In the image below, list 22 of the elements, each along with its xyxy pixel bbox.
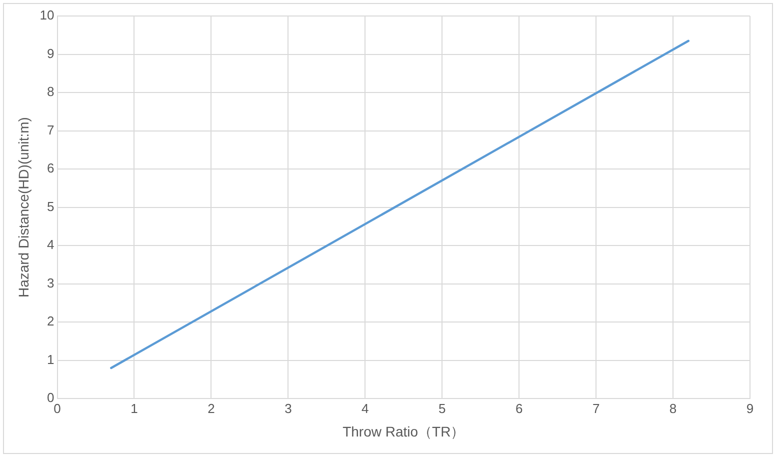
x-tick-label: 1 — [130, 400, 138, 416]
y-tick-label: 6 — [47, 160, 54, 176]
y-tick-label: 1 — [47, 352, 54, 367]
x-tick-label: 2 — [208, 400, 215, 416]
y-tick-label: 3 — [47, 275, 54, 290]
x-tick-label: 7 — [592, 400, 600, 416]
y-tick-label: 9 — [47, 46, 54, 61]
y-tick-label: 10 — [40, 8, 54, 23]
x-tick-label: 3 — [284, 400, 292, 416]
y-tick-label: 2 — [47, 314, 54, 329]
y-tick-label: 5 — [47, 198, 54, 214]
x-tick-label: 8 — [669, 400, 677, 416]
x-tick-label: 9 — [746, 400, 754, 416]
y-tick-label: 8 — [47, 84, 54, 100]
x-tick-label: 5 — [438, 400, 446, 416]
x-tick-label: 4 — [362, 400, 369, 416]
y-tick-label: 4 — [47, 237, 54, 252]
x-axis-title: Throw Ratio（TR） — [342, 423, 465, 440]
y-tick-label: 0 — [47, 390, 54, 406]
x-tick-label: 6 — [515, 400, 523, 416]
y-axis-title: Hazard Distance(HD)(unit:m) — [15, 117, 32, 298]
y-tick-label: 7 — [47, 122, 54, 138]
